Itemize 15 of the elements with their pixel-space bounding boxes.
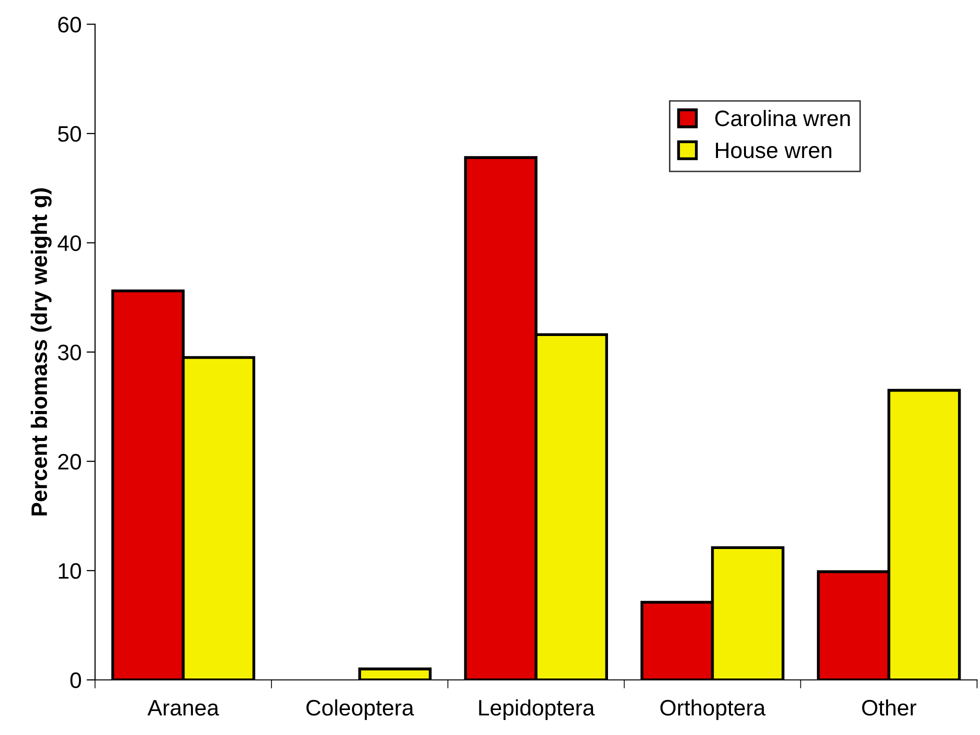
y-tick-label: 30 — [58, 344, 81, 360]
y-axis-title: Percent biomass (dry weight g) — [30, 188, 52, 516]
x-tick-label: Orthoptera — [660, 699, 766, 720]
x-tick-label: Aranea — [147, 700, 220, 716]
x-tick-label: Lepidoptera — [479, 699, 595, 720]
y-tick-label: 0 — [70, 672, 81, 688]
legend-label: House wren — [716, 142, 832, 158]
y-tick-label: 20 — [58, 454, 81, 470]
x-tick-label: Coleoptera — [306, 699, 414, 720]
y-tick-label: 50 — [58, 126, 81, 142]
y-tick-label: 60 — [58, 16, 81, 33]
legend-label: Carolina wren — [715, 110, 850, 126]
y-tick-label: 40 — [58, 235, 81, 252]
x-tick-label: Other — [862, 699, 916, 716]
y-tick-label: 10 — [58, 563, 81, 579]
